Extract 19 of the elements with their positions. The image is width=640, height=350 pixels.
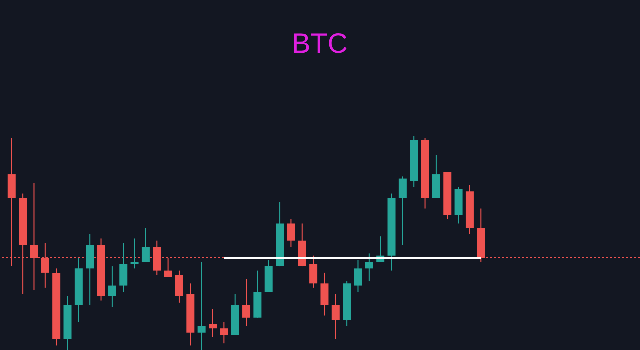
candlestick <box>320 272 329 316</box>
candlestick <box>209 308 217 338</box>
candlestick <box>242 278 251 327</box>
candlestick <box>198 262 206 350</box>
candlestick <box>130 238 139 270</box>
candlestick <box>120 242 128 293</box>
candlestick <box>310 255 318 288</box>
candlestick <box>220 322 228 344</box>
candlestick <box>108 266 116 308</box>
chart-title: BTC <box>292 28 348 59</box>
candlestick <box>354 260 362 293</box>
candlestick <box>365 253 374 282</box>
candlestick <box>86 234 94 306</box>
candlestick <box>175 270 184 304</box>
candlestick <box>432 154 440 199</box>
candlestick <box>398 176 407 246</box>
candlestick <box>332 294 340 340</box>
candlestick <box>142 228 150 263</box>
candlestick <box>287 218 296 248</box>
